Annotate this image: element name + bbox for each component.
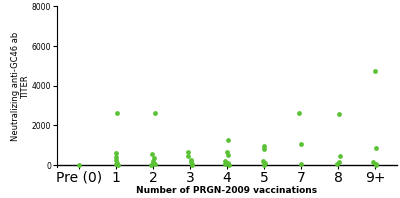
Point	[152, 111, 158, 114]
Point	[114, 163, 121, 166]
Point	[225, 154, 231, 157]
Point	[150, 161, 156, 164]
Point	[260, 148, 267, 151]
Point	[222, 159, 228, 162]
Point	[113, 156, 119, 159]
Point	[113, 152, 120, 155]
Point	[114, 111, 120, 114]
Point	[76, 163, 82, 166]
Point	[224, 162, 231, 165]
Point	[112, 159, 119, 162]
Point	[372, 69, 378, 72]
Point	[260, 159, 266, 162]
Point	[334, 163, 340, 166]
Point	[261, 163, 268, 167]
Point	[224, 150, 230, 153]
Point	[372, 162, 379, 165]
Y-axis label: Neutralizing anti-GC46 ab
TITER: Neutralizing anti-GC46 ab TITER	[11, 32, 30, 141]
Point	[261, 145, 267, 148]
Point	[188, 162, 195, 165]
Point	[337, 154, 343, 157]
Point	[298, 162, 305, 165]
Point	[150, 159, 156, 162]
Point	[370, 160, 376, 163]
Point	[373, 147, 379, 150]
Point	[148, 163, 154, 167]
Point	[151, 156, 157, 159]
Point	[226, 163, 232, 167]
Point	[149, 153, 156, 156]
Point	[296, 111, 302, 114]
Point	[225, 139, 232, 142]
Point	[112, 162, 119, 166]
Point	[184, 155, 191, 158]
Point	[335, 112, 342, 115]
Point	[222, 163, 228, 166]
Point	[113, 161, 120, 164]
Point	[298, 143, 305, 146]
Point	[372, 163, 379, 167]
Point	[188, 160, 194, 164]
Point	[336, 160, 342, 164]
Point	[185, 150, 191, 153]
Point	[262, 161, 268, 165]
Point	[189, 163, 195, 166]
Point	[188, 158, 194, 161]
X-axis label: Number of PRGN-2009 vaccinations: Number of PRGN-2009 vaccinations	[136, 186, 318, 195]
Point	[260, 163, 267, 166]
Point	[152, 163, 158, 166]
